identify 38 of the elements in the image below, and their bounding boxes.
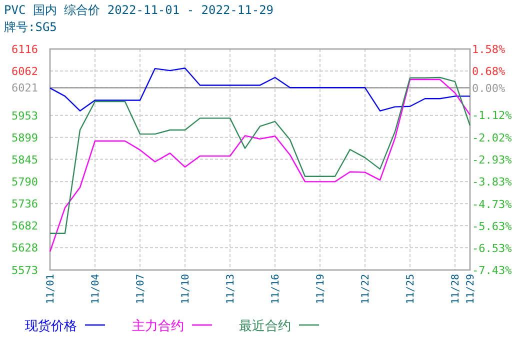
x-tick-label: 11/19 — [316, 274, 326, 304]
y2-tick-label: -7.43% — [472, 264, 512, 277]
y-tick-label: 5736 — [12, 198, 38, 211]
subtitle: 牌号:SG5 — [4, 20, 57, 34]
x-tick-label: 11/01 — [46, 274, 56, 304]
x-tick-label: 11/04 — [90, 274, 102, 304]
y2-tick-label: -2.93% — [472, 154, 512, 167]
title: PVC 国内 综合价 2022-11-01 - 2022-11-29 — [4, 3, 274, 17]
y2-tick-label: -1.12% — [472, 109, 512, 122]
y-tick-label: 5899 — [12, 131, 38, 144]
y2-tick-label: 1.58% — [472, 43, 506, 56]
y2-tick-label: -6.53% — [472, 242, 512, 255]
y-tick-label: 5628 — [12, 242, 38, 255]
legend-label: 最近合约 — [239, 319, 291, 334]
x-tick-label: 11/25 — [406, 274, 416, 304]
x-tick-label: 11/22 — [360, 274, 372, 304]
y-tick-label: 5845 — [12, 153, 38, 166]
legend-label: 现货价格 — [25, 319, 77, 334]
y-tick-label: 6062 — [12, 64, 38, 78]
y-tick-label: 6116 — [12, 43, 38, 56]
y-tick-label: 5682 — [12, 220, 38, 233]
legend-label: 主力合约 — [132, 318, 184, 334]
y-tick-label: 5790 — [12, 176, 38, 189]
x-tick-label: 11/16 — [270, 274, 282, 304]
x-tick-label: 11/29 — [466, 274, 476, 304]
y2-tick-label: -4.73% — [472, 198, 512, 211]
y-tick-label: 5953 — [12, 109, 38, 122]
y-tick-label: 5573 — [12, 264, 38, 277]
y2-tick-label: -3.83% — [472, 176, 512, 189]
x-tick-label: 11/10 — [180, 274, 192, 304]
y2-tick-label: -5.63% — [472, 220, 512, 233]
x-tick-label: 11/13 — [226, 274, 236, 304]
x-tick-label: 11/07 — [136, 274, 146, 304]
y-tick-label: 6021 — [12, 82, 38, 95]
y2-tick-label: -2.02% — [472, 131, 512, 144]
x-tick-label: 11/28 — [450, 274, 462, 304]
y2-tick-label: 0.00% — [472, 82, 506, 95]
y2-tick-label: 0.68% — [472, 65, 506, 78]
